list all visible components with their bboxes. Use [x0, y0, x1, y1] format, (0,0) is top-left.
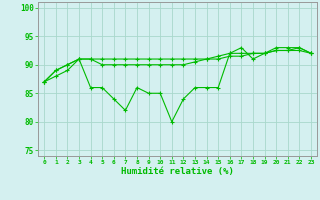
X-axis label: Humidité relative (%): Humidité relative (%) [121, 167, 234, 176]
